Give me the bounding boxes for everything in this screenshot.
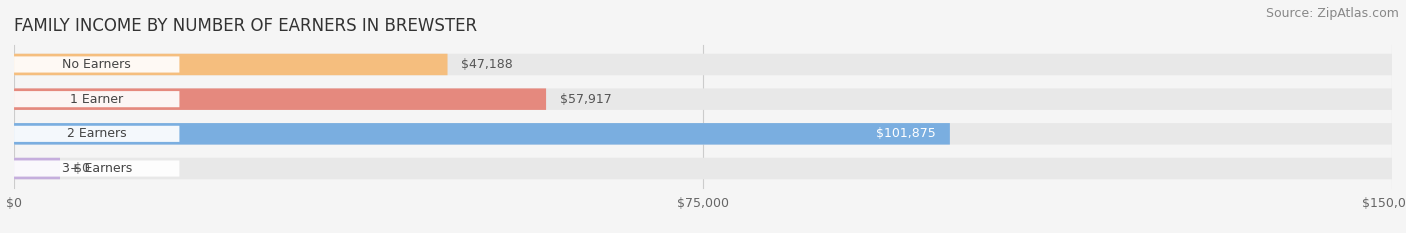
Text: $0: $0 bbox=[73, 162, 90, 175]
FancyBboxPatch shape bbox=[14, 158, 1392, 179]
FancyBboxPatch shape bbox=[14, 56, 180, 72]
FancyBboxPatch shape bbox=[14, 54, 447, 75]
Text: $47,188: $47,188 bbox=[461, 58, 513, 71]
FancyBboxPatch shape bbox=[14, 91, 180, 107]
FancyBboxPatch shape bbox=[14, 123, 950, 145]
FancyBboxPatch shape bbox=[14, 126, 180, 142]
FancyBboxPatch shape bbox=[14, 88, 1392, 110]
Text: Source: ZipAtlas.com: Source: ZipAtlas.com bbox=[1265, 7, 1399, 20]
Text: $57,917: $57,917 bbox=[560, 93, 612, 106]
FancyBboxPatch shape bbox=[14, 54, 1392, 75]
FancyBboxPatch shape bbox=[14, 161, 180, 177]
Text: 1 Earner: 1 Earner bbox=[70, 93, 124, 106]
FancyBboxPatch shape bbox=[14, 88, 546, 110]
Text: 3+ Earners: 3+ Earners bbox=[62, 162, 132, 175]
FancyBboxPatch shape bbox=[14, 123, 1392, 145]
Text: 2 Earners: 2 Earners bbox=[67, 127, 127, 140]
Text: $101,875: $101,875 bbox=[876, 127, 936, 140]
Text: FAMILY INCOME BY NUMBER OF EARNERS IN BREWSTER: FAMILY INCOME BY NUMBER OF EARNERS IN BR… bbox=[14, 17, 477, 35]
FancyBboxPatch shape bbox=[14, 158, 60, 179]
Text: No Earners: No Earners bbox=[62, 58, 131, 71]
